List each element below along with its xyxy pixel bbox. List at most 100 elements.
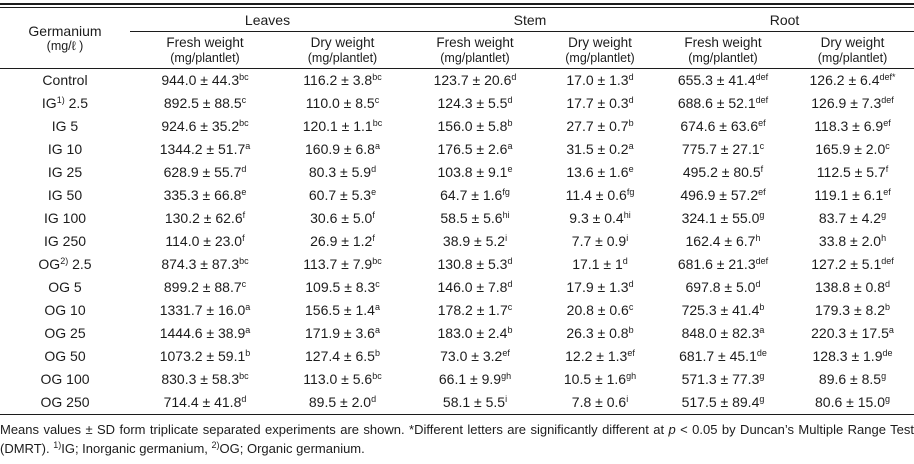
data-cell: 11.4 ± 0.6fg: [565, 187, 635, 203]
subheader-unit: (mg/plantlet): [307, 50, 378, 65]
subheader-root-dry: Dry weight (mg/plantlet): [791, 31, 914, 69]
row-label: OG 250: [0, 391, 130, 415]
data-cell: 220.3 ± 17.5a: [811, 325, 894, 341]
data-cell: 114.0 ± 23.0f: [165, 233, 245, 249]
subheader-unit: (mg/plantlet): [440, 50, 510, 65]
data-cell: 112.5 ± 5.7f: [816, 164, 889, 180]
row-label: IG 100: [43, 210, 87, 226]
data-cell: 80.6 ± 15.0g: [791, 391, 914, 415]
table-header: Germanium (mg/ℓ ) Leaves Stem Root Fresh…: [0, 8, 914, 69]
data-cell: 10.5 ± 1.6gh: [563, 371, 637, 387]
subheader-leaves-fresh: Fresh weight (mg/plantlet): [130, 31, 280, 69]
data-cell: 697.8 ± 5.0d: [685, 279, 761, 295]
row-label: OG 5: [48, 279, 82, 295]
subheader-title: Fresh weight: [684, 34, 762, 50]
group-header-leaves: Leaves: [130, 8, 405, 32]
germanium-header-unit: (mg/ℓ ): [46, 38, 84, 53]
table-row: IG 250 114.0 ± 23.0f 26.9 ± 1.2f 38.9 ± 5.2…: [0, 230, 914, 253]
row-label: Control: [42, 72, 88, 88]
table-row: IG 50 335.3 ± 66.8e 60.7 ± 5.3e 64.7 ± 1.6f…: [0, 184, 914, 207]
subheader-title: Fresh weight: [436, 34, 514, 50]
footnote-text: Means values ± SD form triplicate separa…: [0, 422, 669, 437]
data-cell: 714.4 ± 41.8d: [130, 391, 280, 415]
data-cell: 20.8 ± 0.6c: [566, 302, 634, 318]
data-cell: 113.0 ± 5.6bc: [303, 371, 382, 387]
data-cell: 127.4 ± 6.5b: [305, 348, 380, 364]
data-cell: 13.6 ± 1.6e: [566, 164, 634, 180]
data-cell: 116.2 ± 3.8bc: [303, 72, 382, 88]
table-row: OG2) 2.5 874.3 ± 87.3bc 113.7 ± 7.9bc 130.8…: [0, 253, 914, 276]
table-row: OG 250 714.4 ± 41.8d 89.5 ± 2.0d 58.1 ± 5.5…: [0, 391, 914, 415]
data-cell: 123.7 ± 20.6d: [433, 72, 517, 88]
data-cell: 674.6 ± 63.6ef: [680, 118, 766, 134]
data-cell: 7.8 ± 0.6i: [545, 391, 655, 415]
data-cell: 775.7 ± 27.1c: [681, 141, 765, 157]
row-label: OG2) 2.5: [38, 256, 92, 272]
row-label: IG1) 2.5: [41, 95, 89, 111]
subheader-unit: (mg/plantlet): [817, 50, 888, 65]
data-cell: 26.3 ± 0.8b: [566, 325, 634, 341]
data-cell: 874.3 ± 87.3bc: [161, 256, 249, 272]
data-cell: 58.1 ± 5.5i: [405, 391, 545, 415]
row-label: IG 25: [47, 164, 83, 180]
data-cell: 113.7 ± 7.9bc: [303, 256, 382, 272]
data-cell: 109.5 ± 8.3c: [305, 279, 380, 295]
table-row: Control 944.0 ± 44.3bc 116.2 ± 3.8bc 123.7 …: [0, 69, 914, 93]
data-cell: 126.9 ± 7.3def: [811, 95, 894, 111]
data-cell: 892.5 ± 88.5c: [163, 95, 247, 111]
table-row: IG 5 924.6 ± 35.2bc 120.1 ± 1.1bc 156.0 ± 5…: [0, 115, 914, 138]
data-cell: 1073.2 ± 59.1b: [159, 348, 251, 364]
data-cell: 30.6 ± 5.0f: [310, 210, 375, 226]
data-cell: 178.2 ± 1.7c: [437, 302, 513, 318]
data-cell: 83.7 ± 4.2g: [818, 210, 887, 226]
footnote-text: OG; Organic germanium.: [219, 441, 365, 456]
data-cell: 162.4 ± 6.7h: [685, 233, 761, 249]
data-cell: 517.5 ± 89.4g: [655, 391, 791, 415]
data-cell: 9.3 ± 0.4hi: [569, 210, 631, 226]
data-cell: 899.2 ± 88.7c: [163, 279, 247, 295]
footnote-p-italic: p: [668, 422, 676, 437]
data-cell: 179.3 ± 8.2b: [815, 302, 890, 318]
table-row: OG 10 1331.7 ± 16.0a 156.5 ± 1.4a 178.2 ± 1…: [0, 299, 914, 322]
data-cell: 495.2 ± 80.5f: [682, 164, 764, 180]
data-cell: 628.9 ± 55.7d: [163, 164, 247, 180]
subheader-unit: (mg/plantlet): [688, 50, 758, 65]
data-cell: 17.0 ± 1.3d: [566, 72, 634, 88]
data-cell: 156.5 ± 1.4a: [305, 302, 380, 318]
footnote: Means values ± SD form triplicate separa…: [0, 415, 914, 458]
data-cell: 80.3 ± 5.9d: [308, 164, 377, 180]
subheader-root-fresh: Fresh weight (mg/plantlet): [655, 31, 791, 69]
row-label: IG 50: [47, 187, 83, 203]
data-cell: 160.9 ± 6.8a: [305, 141, 380, 157]
data-cell: 7.7 ± 0.9i: [571, 233, 629, 249]
data-cell: 335.3 ± 66.8e: [163, 187, 247, 203]
subheader-unit: (mg/plantlet): [565, 50, 635, 65]
paper-table-figure: Germanium (mg/ℓ ) Leaves Stem Root Fresh…: [0, 3, 914, 458]
table-row: IG 10 1344.2 ± 51.7a 160.9 ± 6.8a 176.5 ± 2…: [0, 138, 914, 161]
data-cell: 496.9 ± 57.2ef: [680, 187, 766, 203]
data-cell: 127.2 ± 5.1def: [811, 256, 894, 272]
row-label: OG 100: [40, 371, 90, 387]
data-cell: 26.9 ± 1.2f: [310, 233, 375, 249]
footnote-text: < 0.05 by Duncan’s Multiple Range Test (…: [0, 422, 914, 456]
data-cell: 725.3 ± 41.4b: [681, 302, 765, 318]
germanium-header-line1: Germanium: [28, 22, 102, 39]
data-cell: 176.5 ± 2.6a: [437, 141, 513, 157]
data-cell: 655.3 ± 41.4def: [677, 72, 769, 88]
data-cell: 681.7 ± 45.1de: [679, 348, 767, 364]
data-cell: 120.1 ± 1.1bc: [302, 118, 383, 134]
data-cell: 31.5 ± 0.2a: [566, 141, 634, 157]
top-double-rule: [0, 3, 914, 8]
data-cell: 89.5 ± 2.0d: [280, 391, 405, 415]
data-cell: 73.0 ± 3.2ef: [440, 348, 510, 364]
data-cell: 138.8 ± 0.8d: [815, 279, 890, 295]
data-cell: 89.6 ± 8.5g: [818, 371, 887, 387]
data-cell: 944.0 ± 44.3bc: [161, 72, 249, 88]
data-cell: 66.1 ± 9.9gh: [438, 371, 512, 387]
germanium-column-header: Germanium (mg/ℓ ): [0, 8, 130, 69]
data-cell: 130.8 ± 5.3d: [437, 256, 513, 272]
row-label: IG 10: [47, 141, 83, 157]
data-cell: 12.2 ± 1.3ef: [565, 348, 635, 364]
table-row: OG 25 1444.6 ± 38.9a 171.9 ± 3.6a 183.0 ± 2…: [0, 322, 914, 345]
subheader-stem-dry: Dry weight (mg/plantlet): [545, 31, 655, 69]
